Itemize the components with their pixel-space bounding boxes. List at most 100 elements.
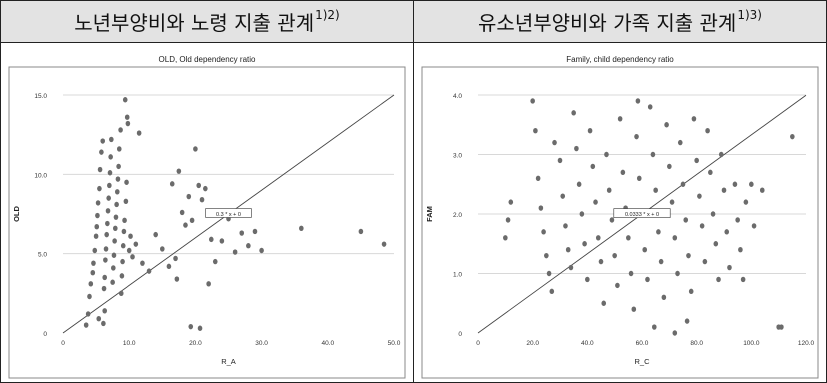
data-point [658,258,664,265]
data-point [612,252,617,259]
fit-equation-box [205,208,252,218]
data-point [232,249,238,255]
data-point [585,276,590,283]
data-point [102,274,108,281]
data-point [557,157,563,164]
data-point [90,270,96,276]
data-point [299,225,304,231]
data-point [203,185,208,192]
x-tick-label: 40.0 [321,340,334,347]
y-tick-label: 0 [43,331,47,338]
data-point [124,179,129,185]
data-point [113,214,119,220]
data-point [677,139,683,146]
data-point [140,260,145,266]
data-point [708,169,713,176]
y-axis-label: FAM [425,206,434,222]
data-point [620,169,626,176]
data-point [732,181,738,187]
data-point [563,223,568,229]
data-point [716,276,721,283]
data-point [97,185,102,192]
plot-border [8,66,406,379]
data-point [176,168,182,174]
data-point [193,146,198,152]
data-point [120,258,125,265]
scatter-chart-old: OLD, Old dependency ratio 0 5.0 10.0 15.0 0 10… [8,55,406,379]
data-point [88,281,94,287]
data-point [606,187,612,193]
data-point [118,127,123,133]
data-point [574,145,579,152]
data-point [101,320,106,327]
data-point [650,151,656,158]
data-point [664,122,669,128]
data-point [628,270,634,277]
data-point [116,146,122,152]
data-point [114,201,119,208]
y-axis-label: OLD [12,206,21,222]
data-point [105,208,111,214]
data-point [103,257,108,263]
data-point [95,212,100,219]
data-point [740,276,746,283]
data-point [100,138,106,144]
data-point [259,247,264,254]
data-point [166,263,172,270]
data-point [121,228,127,235]
fit-equation-text: 0.0333 * x + 0 [625,212,659,218]
data-point [530,98,535,104]
y-tick-label: 5.0 [38,252,47,259]
data-point [93,233,99,239]
data-point [136,130,142,136]
y-tick-label: 0 [458,331,462,338]
data-point [669,199,675,205]
panel-header: 유소년부양비와 가족 지출 관계 1)3) [414,1,826,43]
y-tick-label: 3.0 [453,153,462,160]
panel-title-footnote: 1)3) [737,7,762,22]
data-point [647,104,653,110]
data-point [101,285,107,292]
panel-title-footnote: 1)2) [315,7,340,22]
data-point [130,254,135,260]
data-point [749,181,754,187]
data-point [582,241,587,247]
x-axis-label: R_C [634,357,650,366]
x-tick-label: 50.0 [388,340,401,347]
panel-title: 노년부양비와 노령 지출 관계 [74,11,315,35]
data-point [99,149,104,155]
data-point [697,193,702,199]
data-point [122,97,128,103]
data-point [92,247,98,254]
data-point [173,255,178,262]
data-point [721,187,727,193]
data-point [125,120,131,127]
x-tick-label: 60.0 [636,340,649,347]
data-point [751,223,757,229]
data-point [694,157,699,164]
data-point [124,114,130,120]
x-axis-label: R_A [221,357,236,366]
data-point [568,264,574,271]
data-point [653,187,658,193]
data-point [691,116,697,122]
data-point [85,311,91,317]
data-point [505,217,511,223]
fit-equation-label: 0.0333 * x + 0 [613,208,671,218]
data-point [579,211,585,217]
data-point [110,279,115,285]
data-point [609,217,615,223]
fit-equation-text: 0.3 * x + 0 [216,212,241,218]
data-point [546,270,552,277]
data-point [601,300,607,306]
panel-family-dependency: 유소년부양비와 가족 지출 관계 1)3) Family, child depen… [414,1,826,382]
data-point [358,228,364,235]
data-point [116,163,121,170]
data-point [104,231,109,238]
data-point [699,223,705,229]
x-tick-label: 20.0 [189,340,202,347]
data-point [631,306,637,312]
y-tick-label: 4.0 [453,93,462,100]
plot-border [421,66,819,379]
data-point [219,238,225,244]
